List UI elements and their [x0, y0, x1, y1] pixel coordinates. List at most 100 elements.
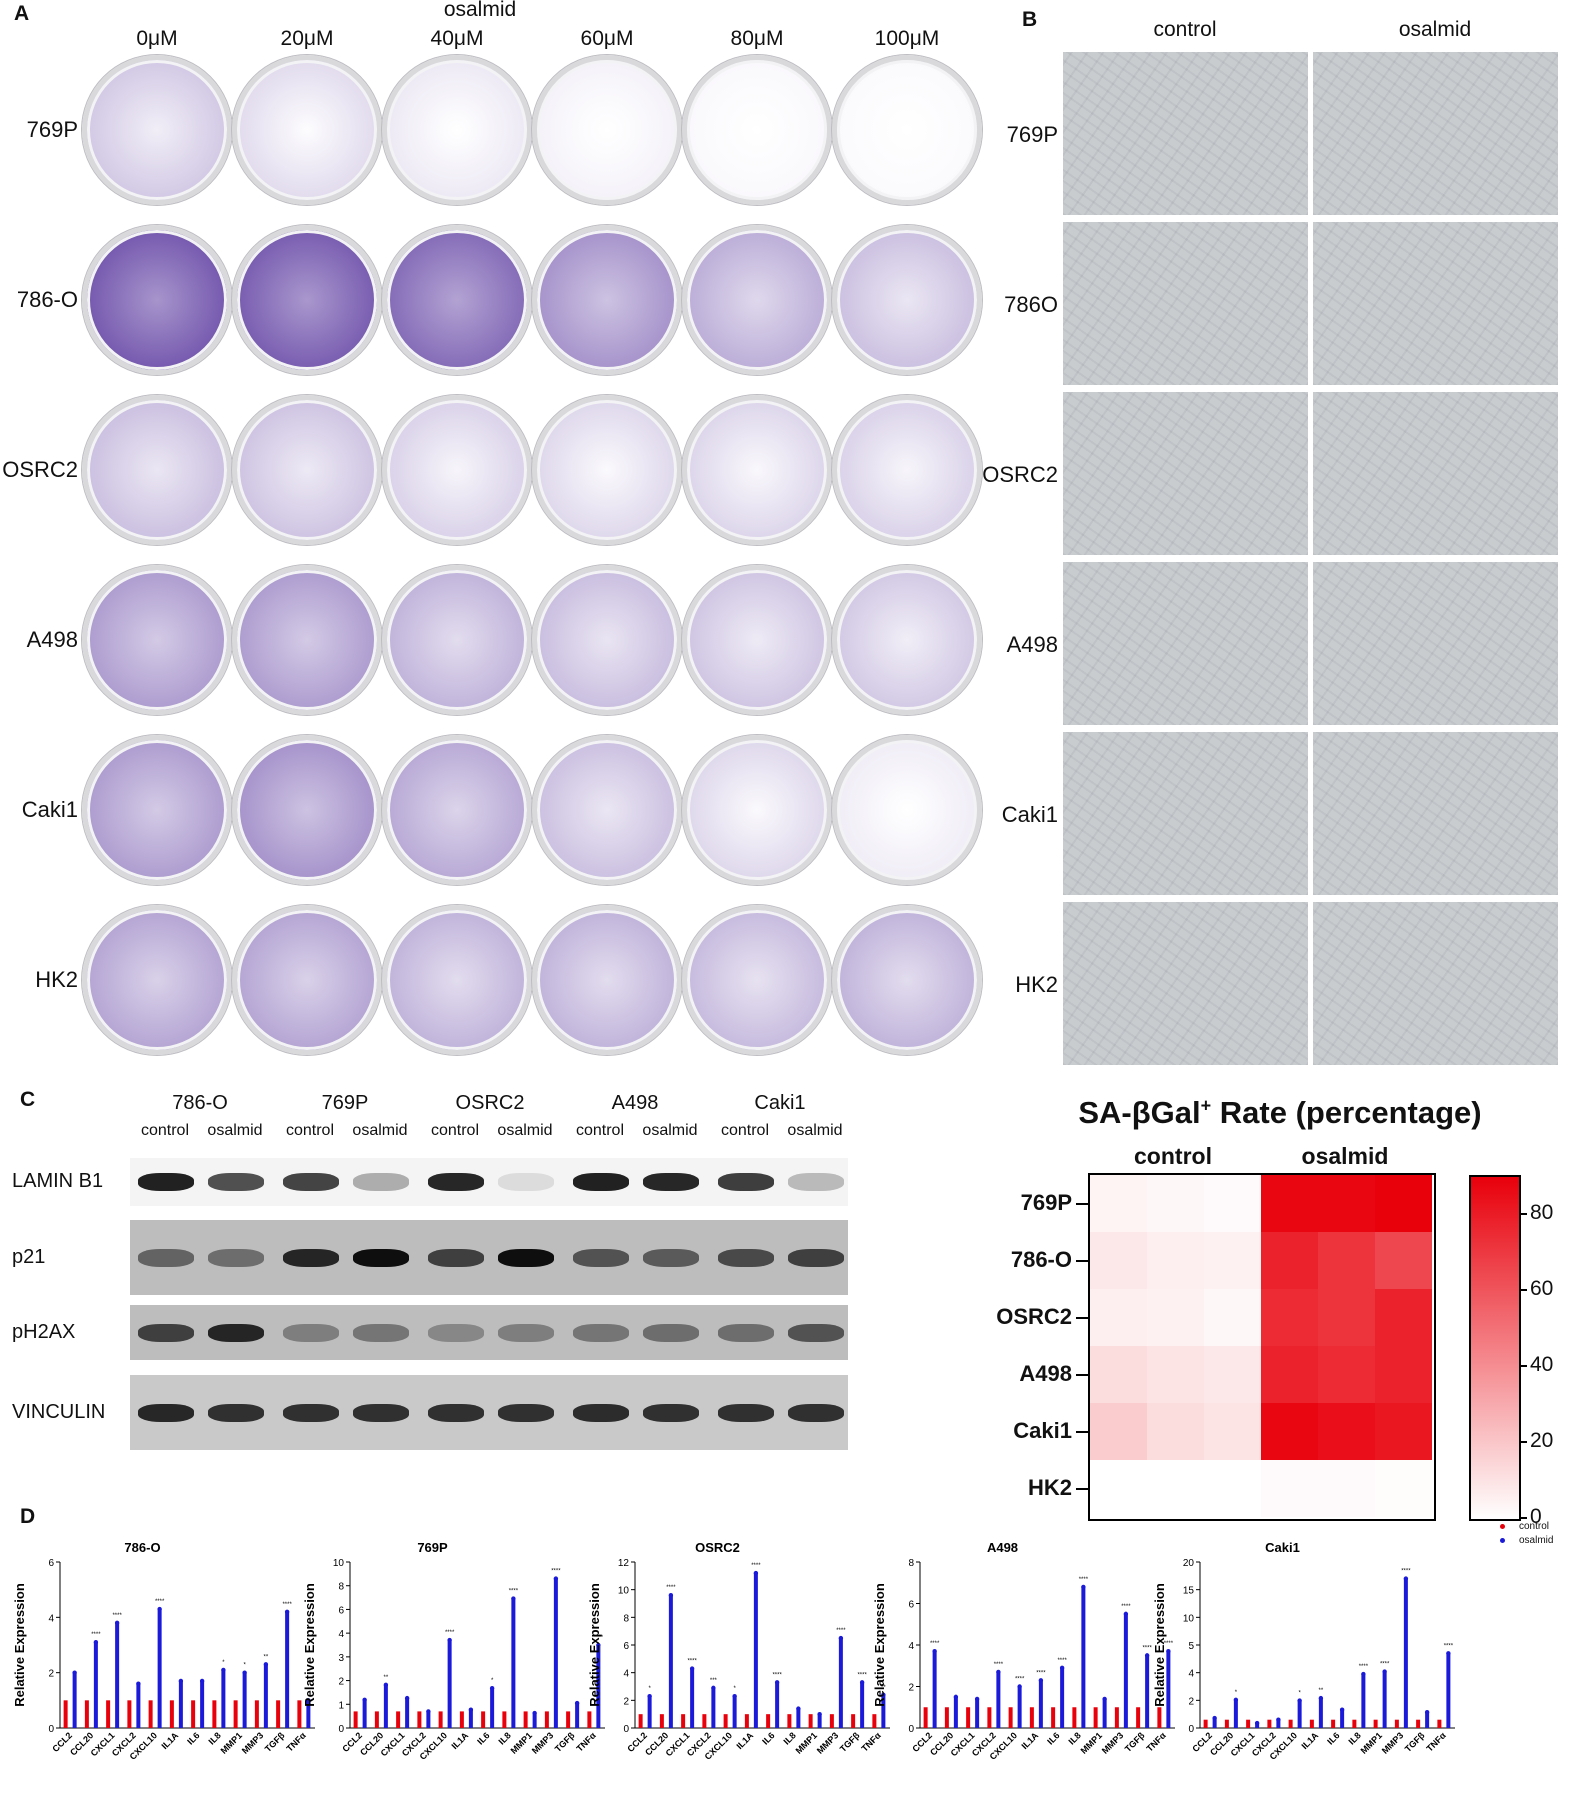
osalmid-micrograph [1313, 732, 1558, 895]
heatmap-row-tick [1076, 1431, 1088, 1433]
heatmap-cell [1204, 1346, 1261, 1403]
osalmid-bar [490, 1688, 495, 1728]
blot-condition-label: control [430, 1122, 480, 1139]
blot-condition-label: control [140, 1122, 190, 1139]
heatmap-row-tick [1076, 1203, 1088, 1205]
control-bar [1246, 1719, 1251, 1728]
osalmid-point [732, 1693, 737, 1699]
control-bar [353, 1711, 358, 1728]
heatmap-cell [1318, 1460, 1375, 1517]
blot-band [718, 1403, 774, 1422]
significance-stars: **** [1036, 1670, 1046, 1676]
heatmap-row-label: 769P [1020, 1190, 1072, 1215]
petri-dish [532, 735, 682, 885]
control-bar [1437, 1719, 1442, 1728]
y-tick-label: 10 [1183, 1613, 1195, 1624]
petri-dish [532, 55, 682, 205]
petri-dish [682, 395, 832, 545]
control-bar [1008, 1707, 1013, 1728]
petri-dish [682, 225, 832, 375]
osalmid-point [711, 1685, 716, 1691]
heatmap-cell [1204, 1403, 1261, 1460]
osalmid-point [1361, 1671, 1366, 1677]
heatmap-cell [1318, 1232, 1375, 1289]
significance-stars: ** [384, 1675, 389, 1681]
heatmap-cell [1375, 1403, 1432, 1460]
blot-band [208, 1248, 264, 1267]
colorbar-tick-label: 0 [1530, 1505, 1542, 1528]
x-tick-label: IL6 [185, 1730, 201, 1746]
control-bar [987, 1707, 992, 1728]
osalmid-bar [405, 1698, 410, 1728]
panel-a-label: A [14, 2, 30, 25]
osalmid-point [72, 1670, 77, 1675]
significance-stars: **** [836, 1628, 846, 1634]
x-tick-label: TGFβ [1403, 1730, 1427, 1754]
blot-band [208, 1403, 264, 1422]
blot-band [138, 1403, 194, 1422]
blot-band [573, 1248, 629, 1267]
blot-band [718, 1248, 774, 1267]
osalmid-point [263, 1662, 269, 1667]
osalmid-point [1144, 1653, 1150, 1658]
x-tick-label: MMP1 [1359, 1730, 1384, 1755]
osalmid-point [468, 1707, 474, 1712]
x-tick-label: MMP1 [509, 1730, 534, 1755]
petri-dish [682, 735, 832, 885]
significance-stars: **** [1015, 1677, 1025, 1683]
heatmap-cell [1318, 1346, 1375, 1403]
osalmid-bar [115, 1622, 120, 1728]
legend-control-dot [1500, 1524, 1505, 1529]
x-tick-label: IL8 [1067, 1730, 1083, 1746]
heatmap-row-label: OSRC2 [996, 1304, 1072, 1329]
osalmid-bar [1145, 1655, 1150, 1728]
y-tick-label: 12 [618, 1558, 630, 1569]
osalmid-bar [1403, 1578, 1408, 1728]
control-bar [1203, 1719, 1208, 1728]
osalmid-bar [1166, 1651, 1171, 1728]
control-micrograph [1063, 732, 1308, 895]
micro-row-label-a498: A498 [1006, 632, 1058, 657]
blot-cell-line-label: Caki1 [754, 1092, 806, 1114]
osalmid-point [93, 1640, 99, 1645]
heatmap-cell [1147, 1175, 1204, 1232]
heatmap-cell [1090, 1175, 1147, 1232]
panel-b-col-control: control [1153, 18, 1217, 41]
petri-dish [832, 395, 982, 545]
significance-stars: *** [710, 1678, 718, 1684]
blot-band [498, 1173, 554, 1191]
petri-dish [232, 565, 382, 715]
y-tick-label: 2 [48, 1669, 54, 1680]
heatmap-cell [1375, 1346, 1432, 1403]
petri-dish [532, 395, 682, 545]
osalmid-point [596, 1642, 601, 1648]
osalmid-point [511, 1596, 516, 1601]
concentration-label: 80μM [730, 27, 784, 50]
significance-stars: **** [751, 1563, 761, 1569]
concentration-label: 40μM [430, 27, 484, 50]
osalmid-bar [860, 1682, 865, 1728]
osalmid-bar [1361, 1674, 1366, 1728]
colorbar-tick-label: 60 [1530, 1277, 1554, 1300]
blot-cell-line-label: 769P [321, 1092, 369, 1114]
blot-band [283, 1248, 339, 1267]
blot-condition-label: control [575, 1122, 625, 1139]
blot-band [643, 1403, 699, 1422]
osalmid-bar [383, 1684, 388, 1728]
blot-band [718, 1323, 774, 1342]
blot-band [283, 1173, 339, 1191]
osalmid-point [1017, 1684, 1022, 1689]
control-bar [1352, 1719, 1357, 1728]
control-bar [808, 1714, 813, 1728]
protein-label: VINCULIN [12, 1400, 106, 1423]
heatmap-cell [1318, 1403, 1375, 1460]
heatmap-cell [1204, 1460, 1261, 1517]
colorbar-tick [1519, 1517, 1527, 1519]
heatmap-cell [1375, 1175, 1432, 1232]
osalmid-point [1403, 1576, 1409, 1581]
heatmap-cell [1090, 1346, 1147, 1403]
petri-dish [232, 905, 382, 1055]
significance-stars: * [243, 1663, 246, 1669]
osalmid-point [1081, 1584, 1086, 1590]
